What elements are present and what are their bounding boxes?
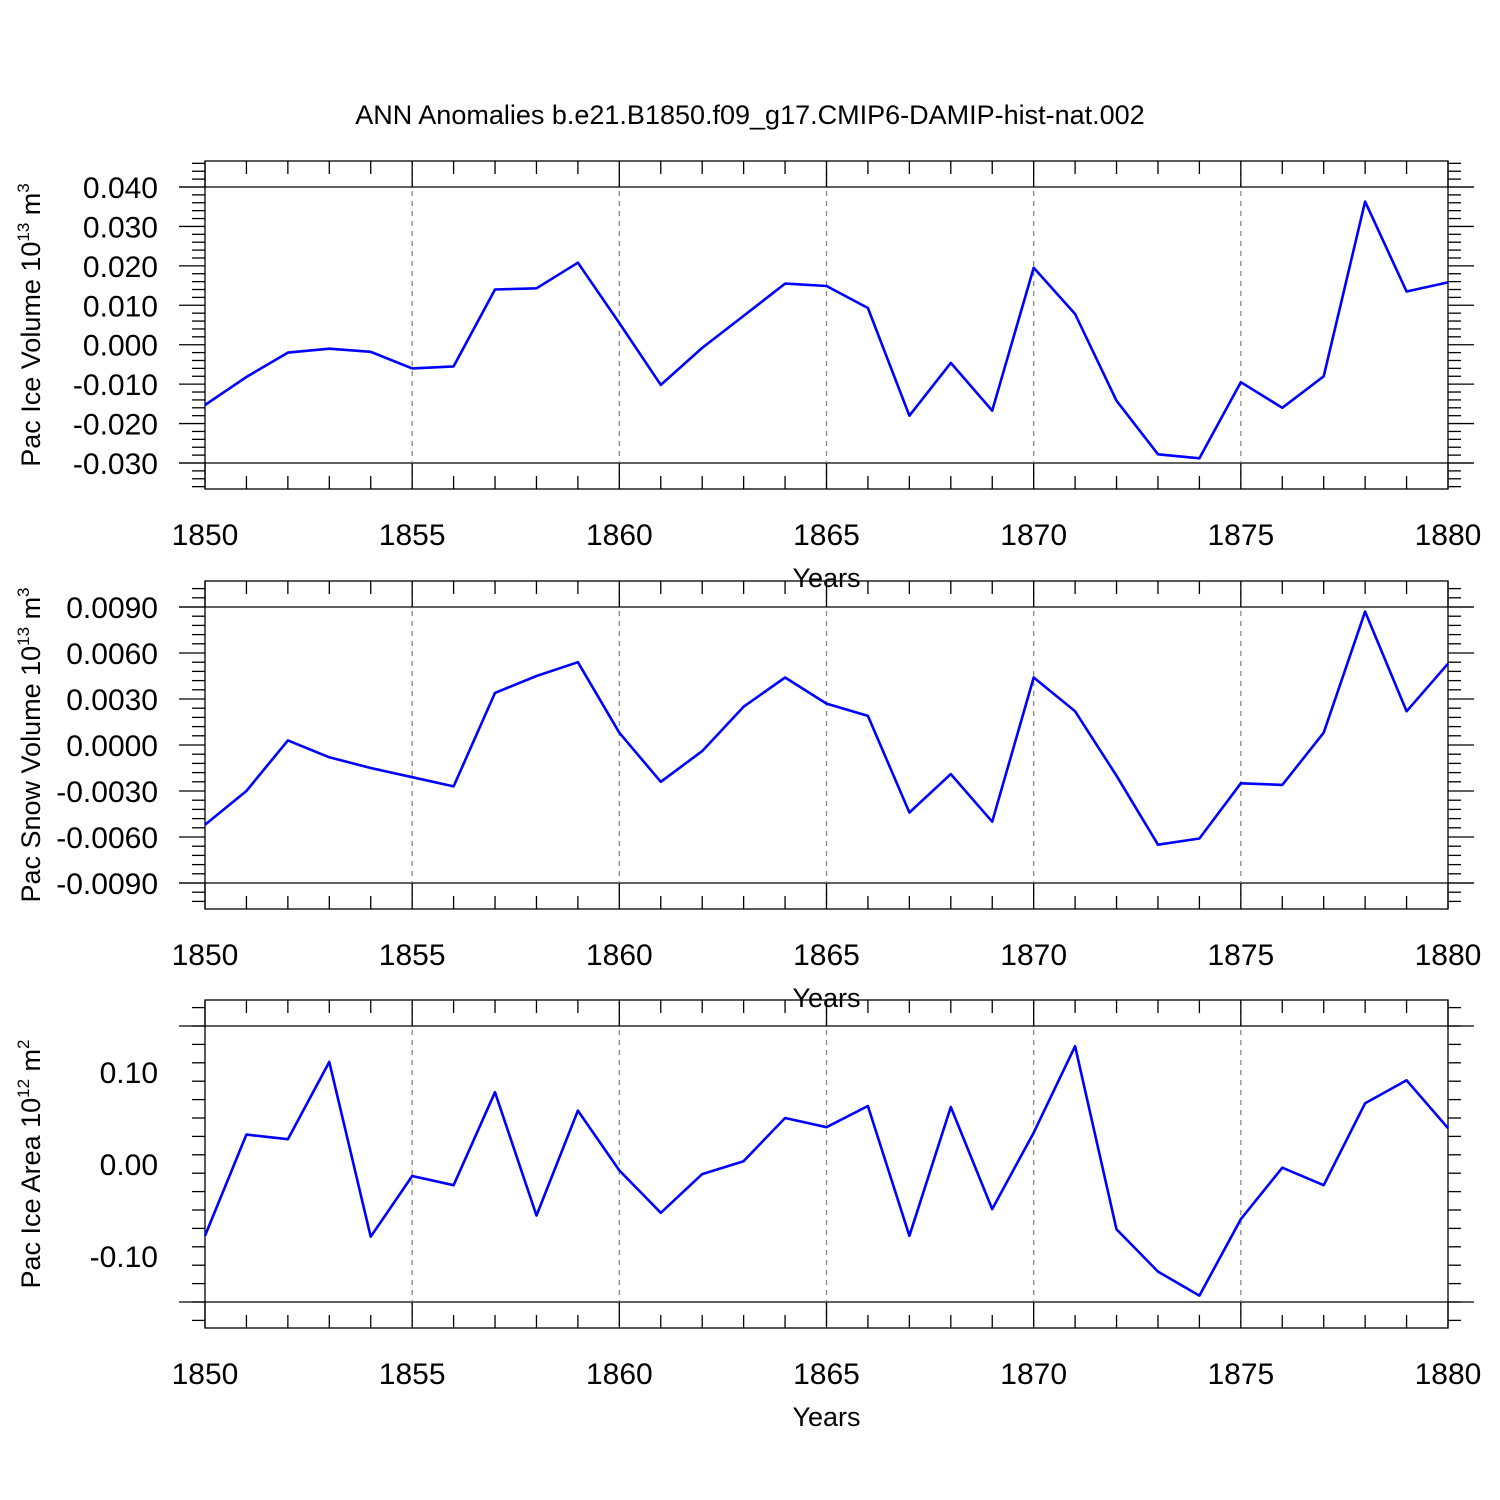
y-tick-label: 0.10 (100, 1057, 158, 1090)
x-tick-label: 1880 (1415, 519, 1482, 552)
chart-title: ANN Anomalies b.e21.B1850.f09_g17.CMIP6-… (355, 100, 1144, 130)
y-tick-label: 0.0000 (66, 730, 158, 763)
y-tick-label: 0.020 (83, 251, 158, 284)
x-tick-label: 1875 (1207, 519, 1274, 552)
x-tick-label: 1850 (172, 1358, 239, 1391)
x-tick-label: 1860 (586, 1358, 653, 1391)
x-tick-label: 1880 (1415, 939, 1482, 972)
panel-3: -0.10 0.00 0.10 1850 1855 1860 1865 1870 1875 188… (14, 999, 1482, 1432)
x-tick-label: 1865 (793, 1358, 860, 1391)
y-tick-label: 0.000 (83, 330, 158, 363)
y-tick-label: -0.0090 (56, 868, 158, 901)
y-axis-label: Pac Ice Volume 1013 m3 (14, 183, 46, 467)
x-tick-label: 1865 (793, 939, 860, 972)
y-tick-label: 0.0090 (66, 592, 158, 625)
y-tick-label: -0.0030 (56, 776, 158, 809)
panel-1: -0.030 -0.020 -0.010 0.000 0.010 0.020 0.030 0.… (14, 160, 1482, 593)
x-tick-label: 1870 (1000, 519, 1067, 552)
y-tick-label: -0.10 (90, 1241, 158, 1274)
y-tick-label: -0.030 (73, 448, 158, 481)
x-tick-label: 1850 (172, 519, 239, 552)
x-tick-label: 1880 (1415, 1358, 1482, 1391)
x-tick-label: 1855 (379, 1358, 446, 1391)
y-tick-label: -0.0060 (56, 822, 158, 855)
chart-panels: -0.030 -0.020 -0.010 0.000 0.010 0.020 0.030 0.… (14, 160, 1482, 1432)
y-tick-label: 0.00 (100, 1149, 158, 1182)
x-tick-label: 1860 (586, 519, 653, 552)
x-tick-label: 1860 (586, 939, 653, 972)
series-line (204, 200, 1449, 460)
y-tick-label: 0.0030 (66, 684, 158, 717)
panel-2: -0.0090 -0.0060 -0.0030 0.0000 0.0030 0.0060 0… (14, 580, 1482, 1013)
y-axis-label: Pac Ice Area 1012 m2 (14, 1039, 46, 1288)
y-tick-label: -0.020 (73, 409, 158, 442)
x-tick-label: 1865 (793, 519, 860, 552)
x-tick-label: 1870 (1000, 1358, 1067, 1391)
x-tick-label: 1870 (1000, 939, 1067, 972)
y-tick-label: 0.030 (83, 211, 158, 244)
x-tick-label: 1875 (1207, 939, 1274, 972)
x-tick-label: 1850 (172, 939, 239, 972)
series-line (203, 1044, 1449, 1297)
y-tick-label: 0.040 (83, 172, 158, 205)
x-tick-label: 1855 (379, 519, 446, 552)
x-tick-label: 1855 (379, 939, 446, 972)
y-tick-label: 0.0060 (66, 638, 158, 671)
series-line (204, 610, 1449, 847)
y-tick-label: -0.010 (73, 369, 158, 402)
x-axis-label: Years (792, 1402, 860, 1432)
y-tick-label: 0.010 (83, 290, 158, 323)
x-tick-label: 1875 (1207, 1358, 1274, 1391)
y-axis-label: Pac Snow Volume 1013 m3 (14, 587, 46, 902)
